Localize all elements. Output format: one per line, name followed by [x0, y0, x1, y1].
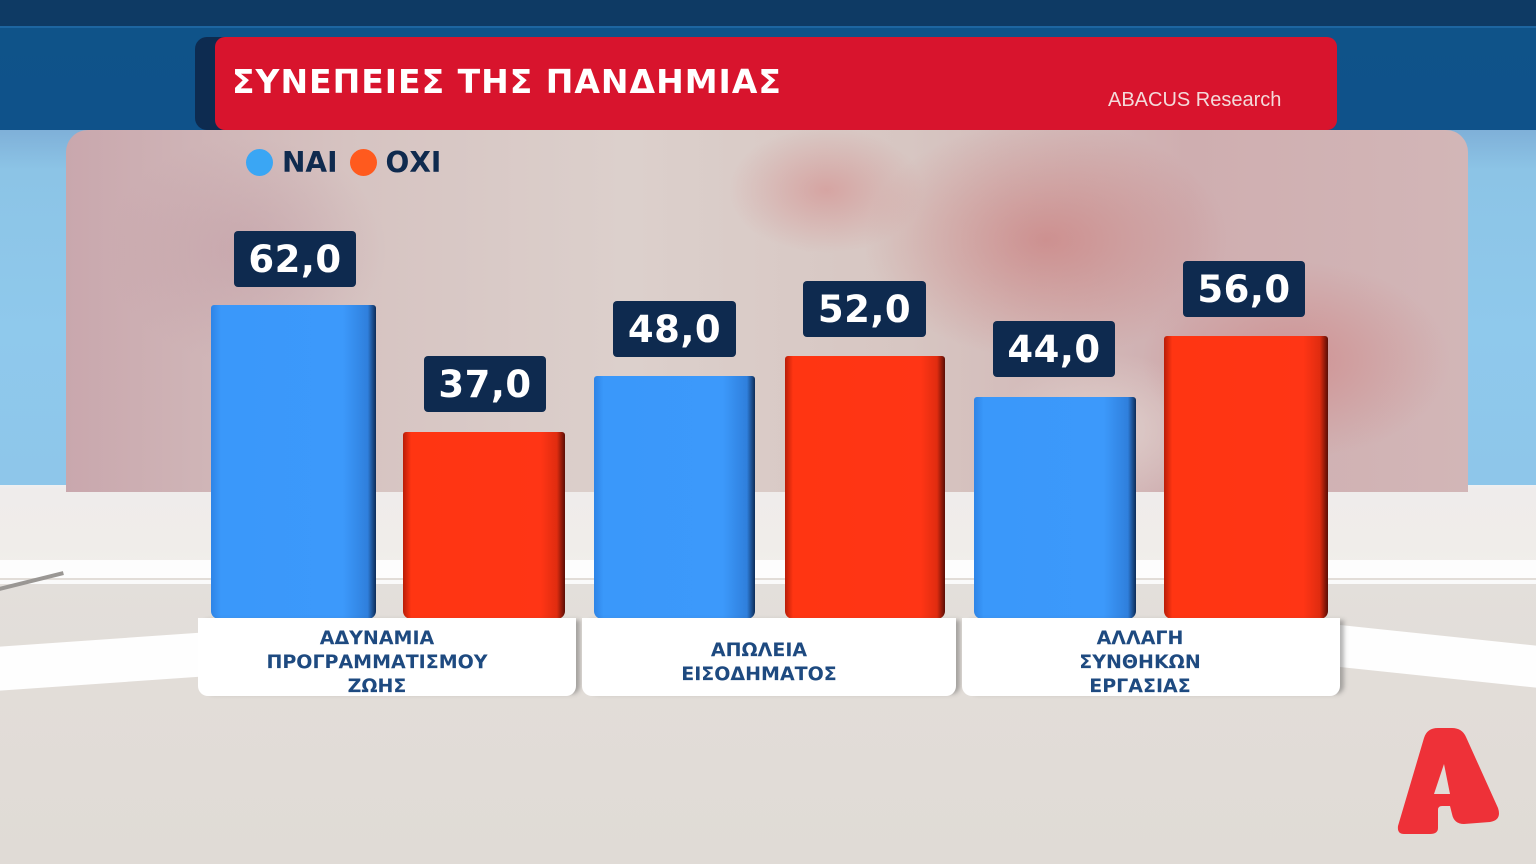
legend-dot-no-icon [349, 149, 377, 176]
title-banner [215, 37, 1337, 130]
legend-label-yes: ΝΑΙ [282, 146, 338, 179]
category-plate-2 [582, 618, 956, 696]
legend: ΝΑΙ ΟΧΙ [246, 146, 453, 179]
value-label-yes-group-2: 48,0 [613, 301, 736, 357]
value-label-yes-group-1: 62,0 [234, 231, 356, 287]
legend-dot-yes-icon [246, 149, 273, 176]
source-label: ABACUS Research [1108, 89, 1282, 111]
value-label-no-group-3: 56,0 [1183, 261, 1305, 317]
category-label-3-line-2: ΣΥΝΘΗΚΩΝ [1079, 651, 1201, 673]
bar-no-group-3 [1164, 336, 1328, 619]
alpha-tv-logo-icon [1397, 728, 1499, 834]
category-label-1-line-3: ΖΩΗΣ [347, 675, 407, 697]
bar-no-group-1 [403, 432, 565, 619]
chart-title: ΣΥΝΕΠΕΙΕΣ ΤΗΣ ΠΑΝΔΗΜΙΑΣ [232, 62, 782, 101]
legend-item-yes: ΝΑΙ [246, 146, 338, 179]
category-label-3-line-3: ΕΡΓΑΣΙΑΣ [1089, 675, 1191, 697]
value-label-no-group-1: 37,0 [424, 356, 546, 412]
category-label-2-line-1: ΑΠΩΛΕΙΑ [710, 639, 808, 661]
category-label-1: ΑΔΥΝΑΜΙΑ ΠΡΟΓΡΑΜΜΑΤΙΣΜΟΥ ΖΩΗΣ [198, 626, 556, 698]
background-ledge-line [0, 580, 1536, 584]
bar-no-group-2 [785, 356, 945, 619]
background-stripe [0, 26, 1536, 28]
category-label-1-line-2: ΠΡΟΓΡΑΜΜΑΤΙΣΜΟΥ [266, 651, 488, 673]
category-plate-1 [198, 618, 576, 696]
bar-yes-group-3 [974, 397, 1136, 619]
legend-item-no: ΟΧΙ [349, 146, 442, 179]
category-label-3: ΑΛΛΑΓΗ ΣΥΝΘΗΚΩΝ ΕΡΓΑΣΙΑΣ [962, 626, 1318, 698]
value-label-yes-group-3: 44,0 [993, 321, 1115, 377]
category-label-1-line-1: ΑΔΥΝΑΜΙΑ [319, 627, 435, 649]
legend-label-no: ΟΧΙ [385, 146, 442, 179]
category-label-2-line-2: ΕΙΣΟΔΗΜΑΤΟΣ [681, 663, 837, 685]
bar-yes-group-1 [211, 305, 376, 619]
category-label-3-line-1: ΑΛΛΑΓΗ [1096, 627, 1184, 649]
category-label-2: ΑΠΩΛΕΙΑ ΕΙΣΟΔΗΜΑΤΟΣ [582, 638, 936, 686]
background-ledge [0, 560, 1536, 578]
bar-yes-group-2 [594, 376, 755, 619]
value-label-no-group-2: 52,0 [803, 281, 926, 337]
category-plate-3 [962, 618, 1340, 696]
